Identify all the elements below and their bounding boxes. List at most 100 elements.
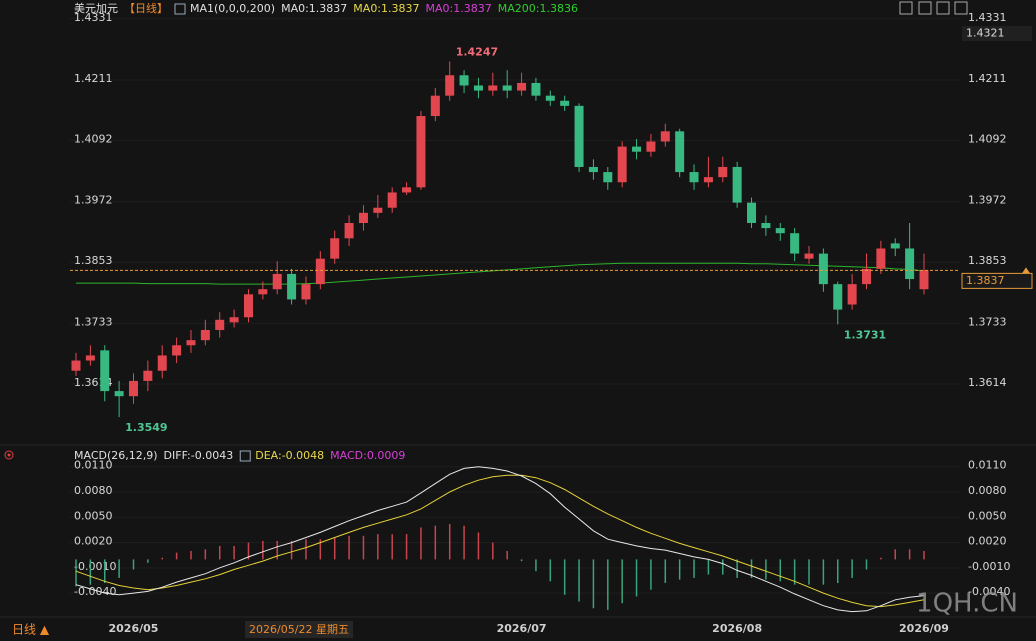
candle-body [818, 253, 828, 285]
y-tick-label-right: 1.3733 [968, 315, 1007, 328]
x-tick-label: 2026/09 [899, 622, 949, 635]
candle-body [473, 85, 483, 91]
y-tick-label-left: 1.3733 [74, 315, 113, 328]
y-tick-label-right: 1.4211 [968, 72, 1007, 85]
y-tick-label-left: 0.0080 [74, 484, 113, 497]
candle-body [502, 85, 512, 91]
indicator-icon[interactable] [4, 450, 14, 460]
dea-line [75, 474, 925, 608]
y-tick-label-right: 1.3614 [968, 376, 1007, 389]
toolbar-icons[interactable] [899, 1, 968, 15]
candle-body [315, 258, 325, 285]
header-text: DIFF:-0.0043 [164, 449, 234, 462]
candle-body [358, 212, 368, 224]
icon[interactable] [936, 1, 950, 15]
y-tick-label-right: 0.0020 [968, 535, 1007, 548]
icon[interactable] [918, 1, 932, 15]
candle-body [301, 284, 311, 300]
candle-body [588, 166, 598, 173]
header-text: MA1(0,0,0,200) [190, 2, 275, 15]
candle-body [272, 273, 282, 290]
candle-body [747, 202, 757, 224]
candle-body [287, 273, 297, 300]
y-tick-label-left: 0.0050 [74, 509, 113, 522]
candle-body [574, 105, 584, 167]
header-icon [239, 450, 251, 462]
current-price-label: 1.3837 [966, 274, 1005, 287]
candle-body [862, 268, 872, 285]
y-tick-label-left: 0.0110 [74, 459, 113, 472]
candle-body [114, 391, 124, 397]
y-tick-label-right: 1.4331 [968, 11, 1007, 24]
candle-body [186, 340, 196, 346]
low-annotation: 1.3549 [125, 421, 167, 434]
candle-body [560, 100, 570, 106]
y-tick-label-left: 1.4211 [74, 72, 113, 85]
header-text: MACD:0.0009 [330, 449, 405, 462]
header-text: MA200:1.3836 [498, 2, 578, 15]
y-tick-label-left: -0.0010 [74, 560, 116, 573]
x-tick-label: 2026/07 [497, 622, 547, 635]
candle-body [100, 350, 110, 392]
y-tick-label-left: 1.4331 [74, 11, 113, 24]
candle-body [157, 355, 167, 371]
icon[interactable] [954, 1, 968, 15]
candle-body [876, 248, 886, 269]
candle-body [703, 177, 713, 183]
crosshair-date-box [245, 621, 353, 638]
y-tick-label-left: -0.0040 [74, 585, 116, 598]
candle-body [488, 85, 498, 91]
y-tick-label-right: 0.0110 [968, 459, 1007, 472]
candle-body [373, 207, 383, 213]
y-tick-label-right: -0.0010 [968, 560, 1010, 573]
icon[interactable] [899, 1, 913, 15]
candle-body [660, 131, 670, 142]
candle-body [689, 172, 699, 183]
diff-line [75, 466, 925, 613]
x-tick-label: 2026/08 [712, 622, 762, 635]
candle-body [85, 355, 95, 361]
crosshair-date: 2026/05/22 星期五 [249, 623, 349, 636]
watermark: 1QH.CN [916, 589, 1018, 619]
candle-body [732, 166, 742, 203]
candle-body [215, 319, 225, 330]
period-tab[interactable]: 日线 ▲ [12, 623, 50, 637]
candle-body [617, 146, 627, 183]
high-annotation: 1.4247 [456, 46, 498, 59]
candle-body [402, 187, 412, 193]
x-tick-label: 2026/05 [109, 622, 159, 635]
candle-body [775, 228, 785, 234]
candle-body [675, 131, 685, 173]
y-tick-label-right: -0.0040 [968, 585, 1010, 598]
current-price-arrow [1022, 267, 1030, 274]
candle-body [243, 294, 253, 318]
candle-body [804, 253, 814, 259]
candle-body [459, 75, 469, 86]
candle-body [905, 248, 915, 280]
candle-body [200, 329, 210, 341]
y-tick-label-right: 0.0080 [968, 484, 1007, 497]
y-tick-label-right: 1.3853 [968, 254, 1007, 267]
candle-body [128, 380, 138, 397]
price-marker-label: 1.4321 [966, 27, 1005, 40]
y-tick-label-left: 0.0020 [74, 535, 113, 548]
candle-body [833, 284, 843, 310]
y-tick-label-right: 0.0050 [968, 509, 1007, 522]
candle-body [330, 238, 340, 259]
header-text: MA0:1.3837 [426, 2, 492, 15]
candle-body [229, 317, 239, 323]
candle-body [761, 223, 771, 229]
candle-body [718, 166, 728, 178]
candle-body [416, 116, 426, 188]
header-text: MACD(26,12,9) [74, 449, 158, 462]
candle-body [258, 289, 268, 295]
candle-body [646, 141, 656, 152]
candle-body [847, 284, 857, 305]
y-tick-label-right: 1.4092 [968, 132, 1007, 145]
header-icon [174, 3, 186, 15]
candle-body [143, 370, 153, 381]
candle-body [445, 75, 455, 96]
low-annotation: 1.3731 [844, 328, 886, 341]
